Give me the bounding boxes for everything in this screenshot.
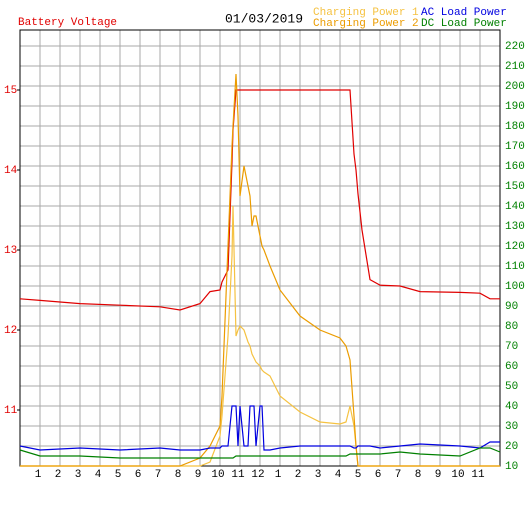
y2-tick-label: 120 (505, 241, 525, 253)
x-tick-label: 4 (335, 469, 342, 481)
series-line (19, 89, 500, 311)
x-tick-label: 6 (135, 469, 142, 481)
y2-tick-label: 190 (505, 101, 525, 113)
x-tick-label: 8 (175, 469, 182, 481)
x-tick-label: 1 (35, 469, 42, 481)
series-line (19, 405, 500, 451)
y-tick-label: 14 (4, 165, 18, 177)
y2-tick-label: 10 (505, 461, 518, 473)
x-tick-label: 5 (355, 469, 362, 481)
x-tick-label: 12 (251, 469, 264, 481)
y2-tick-label: 100 (505, 281, 525, 293)
x-tick-label: 10 (211, 469, 224, 481)
y-tick-label: 15 (4, 85, 17, 97)
y-tick-label: 12 (4, 325, 17, 337)
y2-tick-label: 30 (505, 421, 518, 433)
x-tick-label: 2 (295, 469, 302, 481)
x-tick-label: 3 (75, 469, 82, 481)
y-tick-label: 13 (4, 245, 17, 257)
y2-tick-label: 80 (505, 321, 518, 333)
x-tick-label: 8 (415, 469, 422, 481)
x-tick-label: 9 (195, 469, 202, 481)
x-tick-label: 7 (395, 469, 402, 481)
series-line (20, 73, 500, 467)
y2-tick-label: 210 (505, 61, 525, 73)
x-tick-label: 1 (275, 469, 282, 481)
y2-tick-label: 170 (505, 141, 525, 153)
y2-tick-label: 220 (505, 41, 525, 53)
x-tick-label: 11 (471, 469, 485, 481)
y2-tick-label: 130 (505, 221, 525, 233)
y2-tick-label: 200 (505, 81, 525, 93)
y2-tick-label: 140 (505, 201, 525, 213)
y2-tick-label: 40 (505, 401, 518, 413)
x-tick-label: 7 (155, 469, 162, 481)
series-line (19, 447, 501, 459)
x-tick-label: 9 (435, 469, 442, 481)
x-tick-label: 11 (231, 469, 245, 481)
y2-tick-label: 90 (505, 301, 518, 313)
chart-title: 01/03/2019 (225, 11, 303, 26)
y2-tick-label: 50 (505, 381, 518, 393)
y2-tick-label: 180 (505, 121, 525, 133)
y2-tick-label: 60 (505, 361, 518, 373)
legend-entry: DC Load Power (421, 18, 507, 30)
legend-entry: Charging Power 1 (313, 7, 419, 19)
x-tick-label: 6 (375, 469, 382, 481)
y-tick-label: 11 (4, 405, 18, 417)
x-tick-label: 10 (451, 469, 464, 481)
x-tick-label: 3 (315, 469, 322, 481)
legend-entry: AC Load Power (421, 7, 507, 19)
x-tick-label: 2 (55, 469, 62, 481)
x-tick-label: 4 (95, 469, 102, 481)
x-tick-label: 5 (115, 469, 122, 481)
y2-tick-label: 20 (505, 441, 518, 453)
y2-tick-label: 110 (505, 261, 525, 273)
y2-tick-label: 150 (505, 181, 525, 193)
y2-tick-label: 160 (505, 161, 525, 173)
legend-entry: Battery Voltage (18, 17, 117, 29)
plot-border (19, 29, 501, 467)
y2-tick-label: 70 (505, 341, 518, 353)
legend-entry: Charging Power 2 (313, 18, 419, 30)
